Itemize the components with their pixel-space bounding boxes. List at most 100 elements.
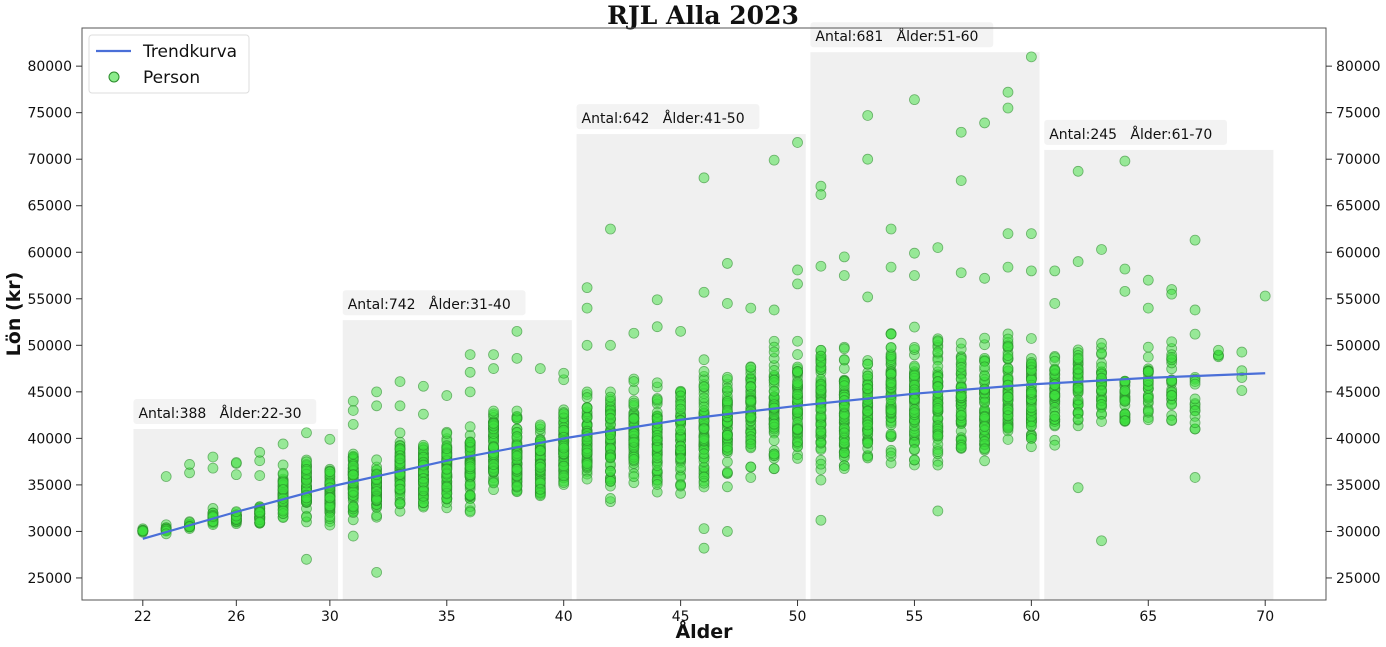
person-point <box>838 447 850 459</box>
legend-person-swatch <box>108 71 120 83</box>
person-point <box>932 403 944 414</box>
person-point <box>1119 155 1131 167</box>
person-point <box>979 272 991 284</box>
person-point <box>628 436 640 448</box>
person-point <box>1166 390 1178 401</box>
y-tick-label-right: 25000 <box>1336 571 1381 587</box>
person-point <box>885 328 897 340</box>
y-tick-label: 40000 <box>27 431 72 447</box>
person-point <box>441 390 453 401</box>
person-point <box>534 363 546 374</box>
person-point <box>979 411 991 423</box>
person-point <box>1025 441 1037 453</box>
person-point <box>698 542 710 554</box>
person-point <box>488 405 499 417</box>
person-point <box>862 405 874 417</box>
person-point <box>1166 352 1178 363</box>
person-point <box>955 126 967 138</box>
y-tick-label-right: 80000 <box>1336 59 1381 75</box>
x-tick-label: 60 <box>1022 609 1040 625</box>
person-point <box>698 471 710 483</box>
person-point <box>464 506 476 518</box>
person-point <box>628 376 640 387</box>
person-point <box>581 302 593 314</box>
x-tick-label: 45 <box>672 609 690 625</box>
person-point <box>1025 51 1037 63</box>
person-point <box>745 302 757 314</box>
person-point <box>441 481 453 493</box>
person-points <box>137 51 1271 578</box>
y-tick-label-right: 50000 <box>1336 338 1381 354</box>
person-point <box>558 408 570 420</box>
person-point <box>698 423 710 435</box>
person-point <box>745 461 757 473</box>
person-point <box>1166 399 1178 411</box>
person-point <box>838 380 850 392</box>
group-label: Antal:742 Ålder:31-40 <box>348 296 511 313</box>
person-point <box>371 509 383 521</box>
person-point <box>955 337 967 349</box>
person-point <box>347 469 359 481</box>
person-point <box>838 251 850 263</box>
person-point <box>1142 351 1154 363</box>
person-point <box>1072 394 1084 406</box>
person-point <box>1096 535 1107 547</box>
person-point <box>815 458 827 470</box>
person-point <box>862 358 874 370</box>
person-point <box>768 365 780 376</box>
person-point <box>698 286 710 298</box>
person-point <box>1259 290 1271 302</box>
person-point <box>815 514 827 526</box>
person-point <box>1072 382 1084 394</box>
person-point <box>605 339 616 351</box>
person-point <box>277 484 289 495</box>
person-point <box>464 349 476 361</box>
group-label-box <box>342 290 526 316</box>
person-point <box>862 153 874 165</box>
person-point <box>1049 439 1061 451</box>
person-point <box>137 525 149 537</box>
person-point <box>909 247 920 259</box>
person-point <box>605 391 616 403</box>
y-axis-label: Lön (kr) <box>3 272 25 357</box>
person-point <box>1002 228 1014 240</box>
person-point <box>885 428 897 440</box>
person-point <box>862 291 874 303</box>
person-point <box>979 455 991 467</box>
person-point <box>1096 244 1107 255</box>
person-point <box>932 459 944 471</box>
y-tick-label-right: 35000 <box>1336 478 1381 494</box>
trend-line <box>142 372 1266 540</box>
person-point <box>955 175 967 187</box>
person-point <box>768 346 780 358</box>
person-point <box>698 366 710 377</box>
y-tick-label: 60000 <box>27 245 72 261</box>
person-point <box>1142 341 1154 353</box>
person-point <box>511 352 523 364</box>
person-point <box>464 461 476 473</box>
person-point <box>1025 420 1037 432</box>
person-point <box>1049 379 1061 391</box>
age-group-panel <box>810 52 1040 601</box>
person-point <box>721 456 733 468</box>
person-point <box>768 304 780 316</box>
person-point <box>979 443 991 455</box>
person-point <box>1002 340 1014 352</box>
person-point <box>721 526 733 537</box>
chart-title: RJL Alla 2023 <box>607 1 799 30</box>
person-point <box>417 408 429 420</box>
person-point <box>792 452 803 464</box>
y-tick-label: 30000 <box>27 524 72 540</box>
y-tick-label-right: 30000 <box>1336 524 1381 540</box>
legend: Trendkurva Person <box>88 34 250 94</box>
person-point <box>838 427 850 439</box>
person-point <box>815 474 827 486</box>
person-point <box>909 370 920 382</box>
person-point <box>1096 385 1107 397</box>
person-point <box>581 447 593 459</box>
person-point <box>581 402 593 414</box>
person-point <box>464 421 476 433</box>
person-point <box>815 189 827 200</box>
person-point <box>698 448 710 460</box>
group-label-box <box>133 399 317 425</box>
